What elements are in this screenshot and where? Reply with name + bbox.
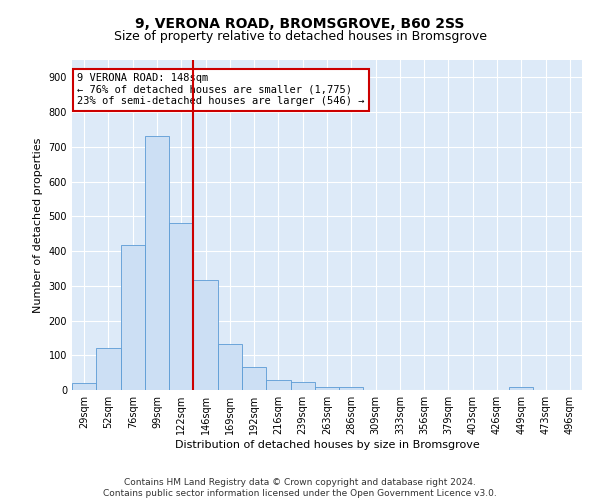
Bar xyxy=(72,383,96,390)
Text: 9, VERONA ROAD, BROMSGROVE, B60 2SS: 9, VERONA ROAD, BROMSGROVE, B60 2SS xyxy=(136,18,464,32)
Bar xyxy=(509,386,533,390)
Text: 9 VERONA ROAD: 148sqm
← 76% of detached houses are smaller (1,775)
23% of semi-d: 9 VERONA ROAD: 148sqm ← 76% of detached … xyxy=(77,73,365,106)
Text: Contains HM Land Registry data © Crown copyright and database right 2024.
Contai: Contains HM Land Registry data © Crown c… xyxy=(103,478,497,498)
Bar xyxy=(121,245,145,390)
Bar xyxy=(169,223,193,390)
Bar xyxy=(315,386,339,390)
Bar xyxy=(266,380,290,390)
Bar xyxy=(193,280,218,390)
Bar xyxy=(218,344,242,390)
Text: Size of property relative to detached houses in Bromsgrove: Size of property relative to detached ho… xyxy=(113,30,487,43)
X-axis label: Distribution of detached houses by size in Bromsgrove: Distribution of detached houses by size … xyxy=(175,440,479,450)
Y-axis label: Number of detached properties: Number of detached properties xyxy=(33,138,43,312)
Bar xyxy=(242,368,266,390)
Bar xyxy=(145,136,169,390)
Bar xyxy=(290,382,315,390)
Bar xyxy=(96,348,121,390)
Bar xyxy=(339,387,364,390)
